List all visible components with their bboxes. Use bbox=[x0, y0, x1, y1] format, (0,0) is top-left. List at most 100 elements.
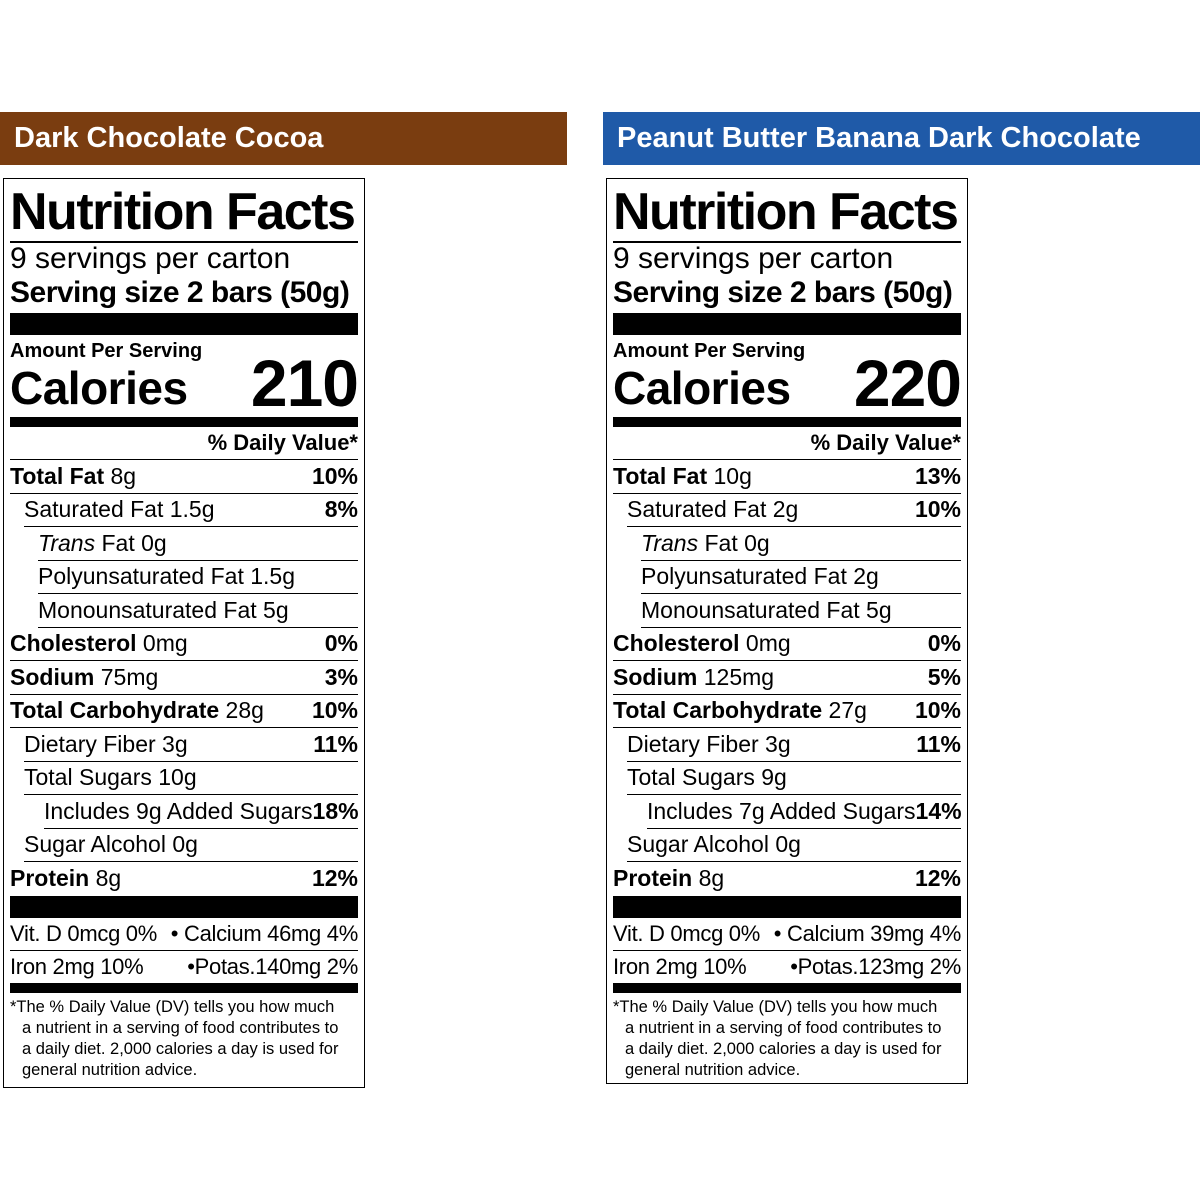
footnote-line: a daily diet. 2,000 calories a day is us… bbox=[22, 1039, 339, 1058]
nutrient-dv: 14% bbox=[915, 797, 962, 824]
nutrient-dv: 11% bbox=[313, 730, 358, 757]
nutrient-name: Total Sugars 9g bbox=[627, 764, 787, 791]
calories-label: Calories bbox=[613, 362, 791, 414]
nutrient-amount: 28g bbox=[219, 697, 264, 724]
nutrient-row-total-fat: Total Fat 8g 10% bbox=[10, 460, 358, 494]
vitamin-row-2: Iron 2mg 10% •Potas.123mg 2% bbox=[613, 951, 961, 983]
calories-row: Calories 210 bbox=[10, 350, 359, 416]
nutrient-row-added-sugars: Includes 7g Added Sugars 14% bbox=[647, 795, 962, 829]
calories-row: Calories 220 bbox=[613, 350, 962, 416]
nutrient-dv: 18% bbox=[312, 797, 359, 824]
nutrient-row-total-fat: Total Fat 10g 13% bbox=[613, 460, 961, 494]
nutrient-name: Monounsaturated Fat 5g bbox=[38, 596, 289, 623]
nutrient-row-trans-fat: Trans Fat 0g bbox=[38, 527, 358, 561]
nutrient-row-sugar-alcohol: Sugar Alcohol 0g bbox=[627, 829, 961, 862]
nutrient-dv: 10% bbox=[914, 697, 961, 724]
nutrient-dv: 12% bbox=[311, 865, 358, 892]
nutrient-row-trans-fat: Trans Fat 0g bbox=[641, 527, 961, 561]
daily-value-footnote: *The % Daily Value (DV) tells you how mu… bbox=[10, 993, 358, 1081]
nutrient-amount: 125mg bbox=[697, 663, 775, 690]
footnote-line: *The % Daily Value (DV) tells you how mu… bbox=[10, 997, 335, 1016]
nutrient-name: Dietary Fiber 3g bbox=[627, 730, 791, 757]
nutrient-name: Saturated Fat 2g bbox=[627, 496, 799, 523]
nutrient-dv: 13% bbox=[914, 462, 961, 489]
nutrient-dv: 12% bbox=[914, 865, 961, 892]
calories-value: 220 bbox=[853, 346, 962, 420]
calcium-value: • Calcium 46mg 4% bbox=[170, 920, 359, 946]
calories-label: Calories bbox=[10, 362, 188, 414]
nutrient-name: Saturated Fat 1.5g bbox=[24, 496, 215, 523]
medium-divider bbox=[10, 982, 358, 993]
nutrient-name: Sodium bbox=[613, 663, 698, 690]
nutrient-name: Dietary Fiber 3g bbox=[24, 730, 188, 757]
nutrient-name: Cholesterol bbox=[613, 630, 740, 657]
nutrition-facts-panel-left: Nutrition Facts 9 servings per carton Se… bbox=[3, 178, 365, 1088]
nutrient-row-polyunsaturated-fat: Polyunsaturated Fat 1.5g bbox=[38, 561, 358, 594]
nutrient-name: Cholesterol bbox=[10, 630, 137, 657]
daily-value-footnote: *The % Daily Value (DV) tells you how mu… bbox=[613, 993, 961, 1081]
nutrient-dv: 11% bbox=[916, 730, 961, 757]
daily-value-header: % Daily Value* bbox=[613, 427, 961, 460]
nutrient-name: Total Carbohydrate bbox=[10, 697, 220, 724]
nutrient-amount: 8g bbox=[692, 865, 725, 892]
medium-divider bbox=[613, 982, 961, 993]
footnote-line: *The % Daily Value (DV) tells you how mu… bbox=[613, 997, 938, 1016]
nutrient-amount: 0mg bbox=[739, 630, 791, 657]
nutrient-amount: 75mg bbox=[94, 663, 159, 690]
nutrient-name: Sugar Alcohol 0g bbox=[627, 831, 801, 858]
nutrition-facts-panel-right: Nutrition Facts 9 servings per carton Se… bbox=[606, 178, 968, 1084]
nutrient-name: Total Fat bbox=[10, 462, 105, 489]
nutrient-name: Sugar Alcohol 0g bbox=[24, 831, 198, 858]
product-banner-peanut-butter-banana: Peanut Butter Banana Dark Chocolate bbox=[603, 112, 1200, 165]
nutrient-row-total-sugars: Total Sugars 10g bbox=[24, 762, 358, 795]
servings-per-container: 9 servings per carton bbox=[613, 241, 961, 275]
nutrition-facts-title: Nutrition Facts bbox=[10, 183, 356, 241]
nutrient-row-cholesterol: Cholesterol 0mg 0% bbox=[613, 628, 961, 661]
nutrient-amount: 8g bbox=[104, 462, 137, 489]
trans-word: Trans bbox=[641, 529, 699, 556]
thick-divider bbox=[10, 895, 358, 918]
vitamin-row-2: Iron 2mg 10% •Potas.140mg 2% bbox=[10, 951, 358, 983]
nutrient-row-cholesterol: Cholesterol 0mg 0% bbox=[10, 628, 358, 661]
nutrient-name: Total Carbohydrate bbox=[613, 697, 823, 724]
amount-per-serving: Amount Per Serving bbox=[613, 340, 806, 362]
nutrient-row-dietary-fiber: Dietary Fiber 3g 11% bbox=[627, 728, 961, 762]
nutrient-name: Protein bbox=[10, 865, 90, 892]
nutrient-dv: 0% bbox=[324, 630, 358, 657]
nutrient-name: Sodium bbox=[10, 663, 95, 690]
nutrient-row-dietary-fiber: Dietary Fiber 3g 11% bbox=[24, 728, 358, 762]
nutrient-amount: 0mg bbox=[136, 630, 188, 657]
nutrition-facts-title: Nutrition Facts bbox=[613, 183, 959, 241]
nutrient-row-polyunsaturated-fat: Polyunsaturated Fat 2g bbox=[641, 561, 961, 594]
nutrient-row-total-sugars: Total Sugars 9g bbox=[627, 762, 961, 795]
nutrient-row-total-carbohydrate: Total Carbohydrate 28g 10% bbox=[10, 695, 358, 728]
vitamin-row-1: Vit. D 0mcg 0% • Calcium 46mg 4% bbox=[10, 918, 358, 951]
nutrient-dv: 8% bbox=[324, 496, 358, 523]
footnote-line: general nutrition advice. bbox=[625, 1060, 801, 1079]
medium-divider bbox=[10, 417, 358, 427]
iron-value: Iron 2mg 10% bbox=[613, 953, 747, 979]
vitamin-d-value: Vit. D 0mcg 0% bbox=[613, 920, 761, 946]
nutrient-dv: 5% bbox=[927, 663, 961, 690]
calories-value: 210 bbox=[250, 346, 359, 420]
nutrient-row-saturated-fat: Saturated Fat 2g 10% bbox=[627, 494, 961, 527]
nutrient-row-monounsaturated-fat: Monounsaturated Fat 5g bbox=[641, 594, 961, 628]
nutrient-name: Total Fat bbox=[613, 462, 708, 489]
footnote-line: a nutrient in a serving of food contribu… bbox=[625, 1018, 942, 1037]
nutrient-dv: 10% bbox=[914, 496, 961, 523]
nutrient-name: Fat 0g bbox=[95, 529, 167, 556]
nutrient-amount: 27g bbox=[822, 697, 867, 724]
nutrient-row-protein: Protein 8g 12% bbox=[10, 862, 358, 896]
servings-per-container: 9 servings per carton bbox=[10, 241, 358, 275]
nutrient-row-sodium: Sodium 125mg 5% bbox=[613, 661, 961, 695]
amount-per-serving: Amount Per Serving bbox=[10, 340, 203, 362]
nutrient-row-added-sugars: Includes 9g Added Sugars 18% bbox=[44, 795, 359, 829]
thick-divider bbox=[613, 313, 961, 335]
product-banner-dark-chocolate-cocoa: Dark Chocolate Cocoa bbox=[0, 112, 567, 165]
nutrient-dv: 10% bbox=[311, 697, 358, 724]
trans-word: Trans bbox=[38, 529, 96, 556]
vitamin-row-1: Vit. D 0mcg 0% • Calcium 39mg 4% bbox=[613, 918, 961, 951]
nutrient-row-sugar-alcohol: Sugar Alcohol 0g bbox=[24, 829, 358, 862]
serving-size: Serving size 2 bars (50g) bbox=[613, 276, 953, 309]
nutrient-name: Includes 9g Added Sugars bbox=[44, 797, 313, 824]
